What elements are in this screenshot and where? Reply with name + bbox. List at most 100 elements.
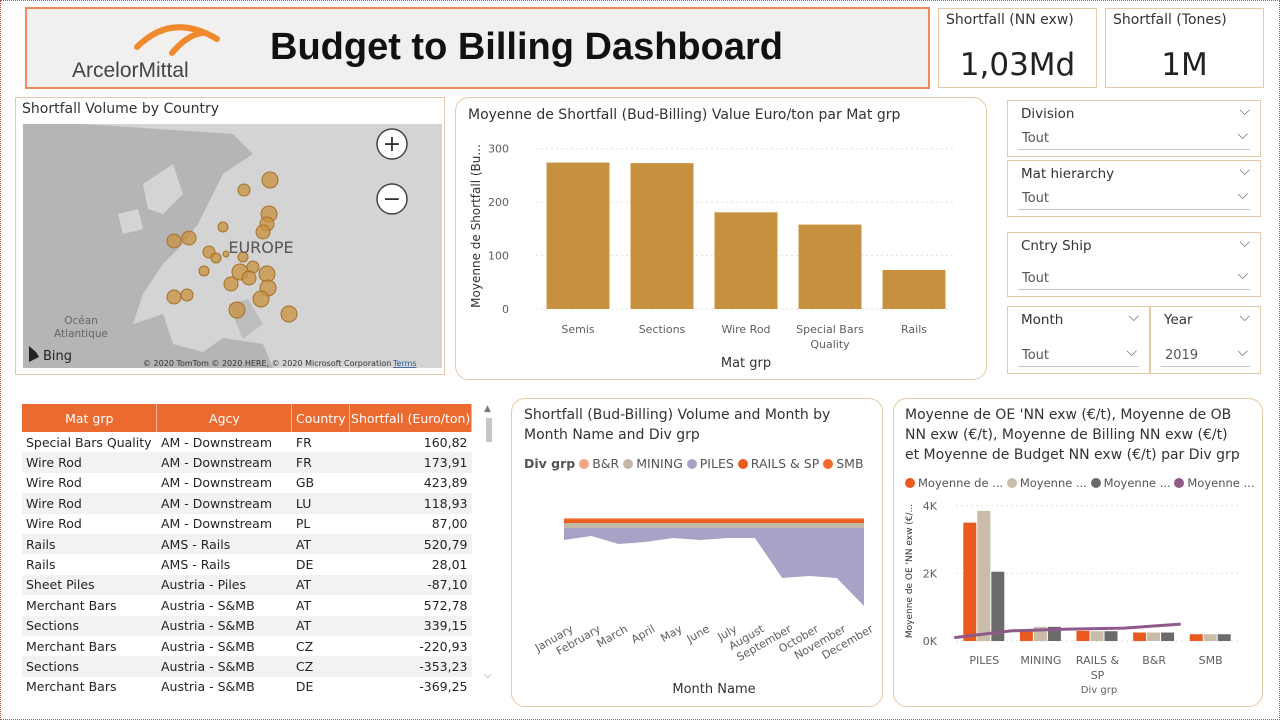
bar[interactable] [977,510,991,641]
table-row[interactable]: Merchant Bars Austria - S&MB CZ -220,93 [22,636,472,656]
zoom-out-button[interactable]: − [376,183,408,215]
kpi-label: Shortfall (Tones) [1113,12,1227,28]
table-row[interactable]: Merchant Bars Austria - S&MB DE -369,25 [22,677,472,697]
slicer-dropdown[interactable]: Tout ⌵ [1018,343,1139,367]
slicer-dropdown[interactable]: 2019 ⌵ [1161,343,1250,367]
table-row[interactable]: Sheet Piles Austria - Piles AT -87,10 [22,574,472,596]
table-row[interactable]: Sections Austria - S&MB AT 339,15 [22,615,472,636]
table-cell: AT [291,574,350,596]
table-cell: CZ [295,638,314,654]
bar[interactable] [1076,630,1090,641]
scroll-down-icon[interactable]: ⌵ [484,670,492,681]
table-cell: 28,01 [431,557,468,573]
area-series-rails[interactable] [564,520,864,523]
chevron-down-icon[interactable]: ⌵ [1237,127,1248,143]
table-row[interactable]: Sections Austria - S&MB CZ -353,23 [22,656,472,677]
bar[interactable] [546,162,610,309]
chevron-down-icon[interactable]: ⌵ [1237,187,1248,203]
column-header[interactable]: Mat grp [22,404,158,432]
area-series-mining[interactable] [564,523,864,528]
column-header[interactable]: Shortfall (Euro/ton) [349,404,472,432]
area-series-smb[interactable] [564,519,864,521]
table-row[interactable]: Wire Rod AM - Downstream LU 118,93 [22,493,472,514]
bar[interactable] [882,269,946,309]
legend-item-smb[interactable]: SMB [823,456,864,471]
column-header[interactable]: Agcy [156,404,293,432]
bar[interactable] [991,571,1005,641]
zoom-in-button[interactable]: + [376,128,408,160]
bar[interactable] [1147,632,1161,641]
bar[interactable] [630,163,694,309]
chart-title: Month Name and Div grp [524,427,700,443]
area-chart-month[interactable]: Shortfall (Bud-Billing) Volume and Month… [511,398,883,707]
slicer-division[interactable]: Division ⌵ Tout ⌵ [1007,100,1261,157]
chevron-down-icon[interactable]: ⌵ [1239,309,1250,325]
map-bubble [166,233,182,249]
bar[interactable] [714,212,778,309]
bar[interactable] [798,224,862,309]
table-row[interactable]: Wire Rod AM - Downstream PL 87,00 [22,514,472,534]
map-bubbles [166,171,298,323]
legend-item-piles[interactable]: PILES [686,456,734,471]
slicer-mat-hierarchy[interactable]: Mat hierarchy ⌵ Tout ⌵ [1007,160,1261,217]
grouped-bar-chart-plot[interactable]: 0K 2K 4K PILES MINING RAILS & SP B&R SMB Div grp M… [894,399,1264,708]
area-series-piles[interactable] [564,523,864,606]
bar[interactable] [1090,631,1104,641]
slicer-cntry-ship[interactable]: Cntry Ship ⌵ Tout ⌵ [1007,232,1261,297]
map-bubble [252,290,270,308]
map-canvas[interactable]: EUROPE Océan Atlantique + − Bing © 2020 … [23,124,442,368]
table-row[interactable]: Special Bars Quality AM - Downstream FR 160… [22,432,472,452]
legend-item[interactable]: Moyenne de ... [905,476,1003,490]
legend-item[interactable]: Moyenne ... [1006,476,1087,490]
table-row[interactable]: Wire Rod AM - Downstream GB 423,89 [22,473,472,493]
shortfall-table[interactable]: Mat grp Agcy Country Shortfall (Euro/ton… [22,404,472,697]
map-visual[interactable]: Shortfall Volume by Country [15,97,445,375]
chevron-down-icon[interactable]: ⌵ [1126,344,1137,360]
kpi-card-shortfall-nn[interactable]: Shortfall (NN exw) 1,03Md [938,8,1097,88]
table-cell: Wire Rod [22,493,157,514]
chevron-down-icon[interactable]: ⌵ [1128,309,1139,325]
chevron-down-icon[interactable]: ⌵ [1239,103,1250,119]
bar[interactable] [1217,634,1231,641]
legend-item-br[interactable]: B&R [579,456,619,471]
slicer-dropdown[interactable]: Tout ⌵ [1018,266,1250,290]
line-series[interactable] [954,622,1181,640]
legend-item-rails[interactable]: RAILS & SP [737,456,819,471]
slicer-dropdown[interactable]: Tout ⌵ [1018,186,1250,210]
bar[interactable] [1203,634,1217,641]
bar[interactable] [963,522,977,641]
bar[interactable] [1161,632,1175,641]
bar-chart-mat-grp[interactable]: Moyenne de Shortfall (Bud-Billing) Value… [455,97,987,380]
slicer-dropdown[interactable]: Tout ⌵ [1018,126,1250,150]
column-header[interactable]: Country [291,404,351,432]
scroll-thumb[interactable] [486,418,492,442]
table-cell: AT [291,615,350,636]
table-row[interactable]: Merchant Bars Austria - S&MB AT 572,78 [22,595,472,615]
table-row[interactable]: Rails AMS - Rails DE 28,01 [22,554,472,574]
kpi-card-shortfall-tones[interactable]: Shortfall (Tones) 1M [1105,8,1264,88]
legend-item[interactable]: Moyenne ... [1090,476,1171,490]
table-row[interactable]: Rails AMS - Rails AT 520,79 [22,533,472,555]
bar[interactable] [1133,632,1147,641]
grouped-bar-chart-div-grp[interactable]: Moyenne de OE 'NN exw (€/t), Moyenne de … [893,398,1263,707]
map-terms-link[interactable]: Terms [392,359,417,368]
chevron-down-icon[interactable]: ⌵ [1239,235,1250,251]
map-ocean-label: Océan [64,315,98,327]
chevron-down-icon[interactable]: ⌵ [1237,267,1248,283]
legend-item[interactable]: Moyenne ... [1174,476,1255,490]
table-row[interactable]: Wire Rod AM - Downstream FR 173,91 [22,452,472,473]
slicer-month[interactable]: Month ⌵ Tout ⌵ [1007,306,1150,374]
bar-chart-1-plot[interactable]: 0 100 200 300 Semis Sections Wire Rod Special B… [456,98,988,381]
table-scrollbar[interactable]: ▲ ⌵ [484,404,494,694]
table-cell: -220,93 [419,638,468,654]
chevron-down-icon[interactable]: ⌵ [1239,163,1250,179]
area-series-br[interactable] [564,518,864,519]
chevron-down-icon[interactable]: ⌵ [1237,344,1248,360]
bar[interactable] [1019,629,1033,641]
bar[interactable] [1104,631,1118,641]
scroll-up-icon[interactable]: ▲ [484,404,491,414]
legend-item-mining[interactable]: MINING [623,456,683,471]
slicer-year[interactable]: Year ⌵ 2019 ⌵ [1150,306,1261,374]
bar[interactable] [1189,634,1203,641]
